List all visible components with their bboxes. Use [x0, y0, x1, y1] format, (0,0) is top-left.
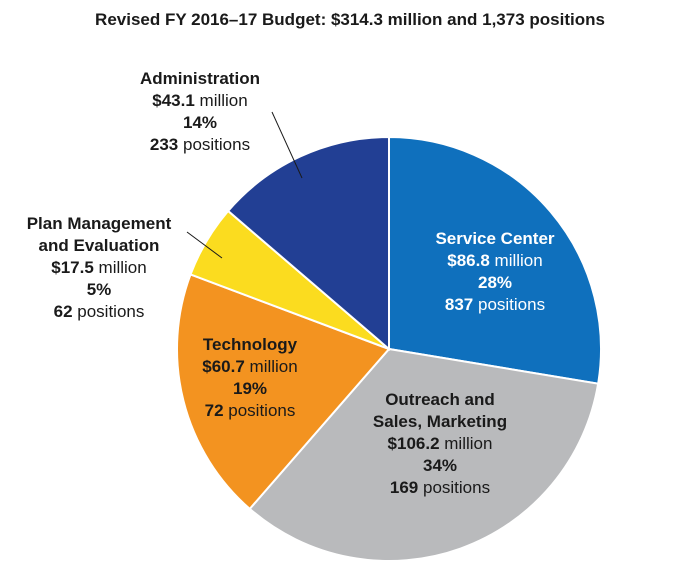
- slice-label-administration: Administration $43.1 million 14% 233 pos…: [120, 68, 280, 156]
- pie-slice-administration: [226, 135, 390, 352]
- slice-name: Service Center: [435, 229, 555, 248]
- slice-percent: 19%: [232, 379, 268, 398]
- slice-name-line-2: and Evaluation: [38, 236, 160, 255]
- slice-amount: $106.2: [387, 434, 440, 453]
- slice-positions: 233: [149, 135, 179, 154]
- slice-amount-unit: million: [93, 258, 147, 277]
- leader-line-plan-management: [186, 231, 223, 259]
- slice-positions-unit: positions: [223, 401, 296, 420]
- slice-name-line-1: Plan Management: [26, 214, 172, 233]
- slice-positions: 837: [444, 295, 474, 314]
- slice-percent: 28%: [477, 273, 513, 292]
- slice-positions: 62: [53, 302, 73, 321]
- slice-name: Technology: [202, 335, 298, 354]
- slice-amount: $86.8: [447, 251, 490, 270]
- slice-amount: $17.5: [51, 258, 94, 277]
- slice-amount-unit: million: [439, 434, 493, 453]
- slice-label-outreach: Outreach and Sales, Marketing $106.2 mil…: [340, 389, 540, 499]
- slice-amount-unit: million: [194, 91, 248, 110]
- slice-name-line-2: Sales, Marketing: [372, 412, 508, 431]
- slice-positions-unit: positions: [418, 478, 491, 497]
- slice-positions-unit: positions: [178, 135, 251, 154]
- slice-amount-unit: million: [244, 357, 298, 376]
- pie-slice-service-center: [388, 135, 602, 385]
- slice-label-service-center: Service Center $86.8 million 28% 837 pos…: [395, 228, 595, 316]
- slice-amount-unit: million: [489, 251, 543, 270]
- chart-title: Revised FY 2016–17 Budget: $314.3 millio…: [95, 10, 605, 29]
- slice-name: Administration: [140, 69, 260, 88]
- slice-positions-unit: positions: [72, 302, 145, 321]
- slice-amount: $60.7: [202, 357, 245, 376]
- slice-amount: $43.1: [152, 91, 195, 110]
- pie-slice-outreach-and-sales-marketing: [248, 347, 600, 562]
- slice-percent: 34%: [422, 456, 458, 475]
- slice-name-line-1: Outreach and: [385, 390, 495, 409]
- slice-positions: 72: [204, 401, 224, 420]
- slice-label-plan-management: Plan Management and Evaluation $17.5 mil…: [0, 213, 198, 323]
- slice-percent: 14%: [182, 113, 218, 132]
- slice-percent: 5%: [86, 280, 112, 299]
- slice-positions-unit: positions: [473, 295, 546, 314]
- leader-line-administration: [271, 111, 303, 179]
- pie-slice-technology: [176, 273, 391, 511]
- slice-positions: 169: [389, 478, 419, 497]
- slice-label-technology: Technology $60.7 million 19% 72 position…: [170, 334, 330, 422]
